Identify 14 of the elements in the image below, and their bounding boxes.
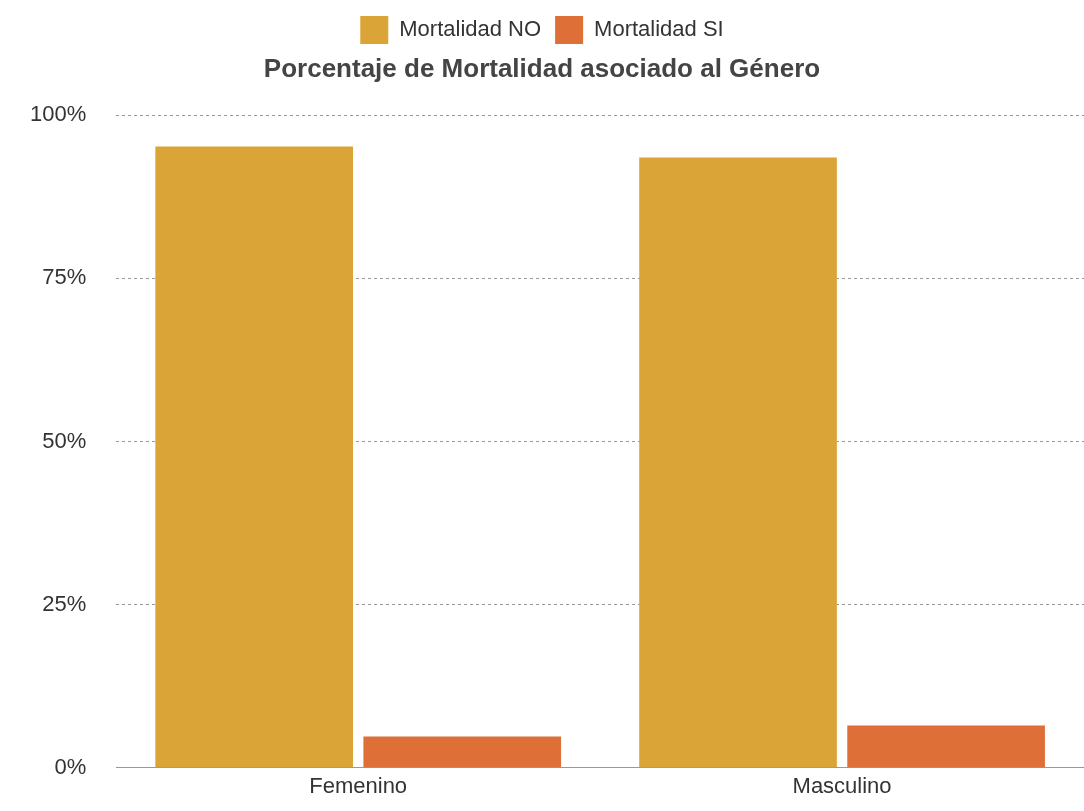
chart-title: Porcentaje de Mortalidad asociado al Género xyxy=(263,52,821,83)
bar xyxy=(155,146,353,768)
y-tick-label: 100% xyxy=(29,101,87,127)
y-tick-label: 75% xyxy=(42,264,87,290)
y-tick-label: 50% xyxy=(42,427,87,453)
x-tick-label: Masculino xyxy=(792,773,892,799)
y-tick-label: 0% xyxy=(54,753,87,779)
bar xyxy=(847,725,1045,768)
y-tick-label: 25% xyxy=(42,590,87,616)
legend-label: Mortalidad NO xyxy=(399,16,542,42)
bar xyxy=(639,157,837,768)
x-tick-label: Femenino xyxy=(309,773,408,799)
legend-label: Mortalidad SI xyxy=(594,16,724,42)
bar xyxy=(363,736,562,768)
